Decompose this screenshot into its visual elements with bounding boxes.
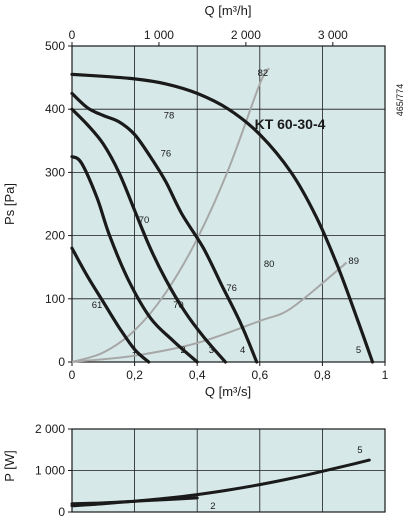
top-tick-label: 0 bbox=[69, 28, 76, 42]
y-tick-label: 400 bbox=[45, 102, 65, 116]
curves bbox=[70, 67, 375, 508]
figure-code: 465/774 bbox=[395, 84, 405, 117]
x-tick-label: 0,2 bbox=[126, 368, 143, 382]
x-tick-label: 0 bbox=[69, 368, 76, 382]
efficiency-label: 70 bbox=[139, 215, 150, 226]
power-y-tick-label: 1 000 bbox=[35, 464, 65, 478]
curve-labels: 1 2 3 4 5 61 70 76 80 89 70 76 78 82 2 5 bbox=[92, 68, 363, 512]
y-axis-title: Ps [Pa] bbox=[2, 183, 17, 225]
efficiency-label: 76 bbox=[226, 283, 237, 294]
top-tick-label: 2 000 bbox=[231, 28, 261, 42]
efficiency-label: 89 bbox=[348, 256, 359, 267]
power-y-tick-label: 0 bbox=[58, 505, 65, 519]
y-tick-label: 500 bbox=[45, 39, 65, 53]
fan-curve bbox=[70, 72, 375, 364]
fan-curve-label: 4 bbox=[240, 345, 245, 356]
top-tick-label: 1 000 bbox=[144, 28, 174, 42]
power-y-tick-label: 2 000 bbox=[35, 422, 65, 436]
pressure-chart-panel bbox=[71, 45, 386, 363]
efficiency-label: 76 bbox=[161, 148, 172, 159]
efficiency-label: 82 bbox=[258, 68, 269, 79]
y-tick-label: 300 bbox=[45, 165, 65, 179]
efficiency-label: 61 bbox=[92, 300, 103, 311]
y-tick-label: 100 bbox=[45, 292, 65, 306]
x-tick-label: 0,6 bbox=[251, 368, 268, 382]
power-curve bbox=[70, 458, 371, 508]
x-tick-label: 0,8 bbox=[314, 368, 331, 382]
y-tick-label: 0 bbox=[58, 355, 65, 369]
fan-curve-label: 2 bbox=[181, 345, 186, 356]
x-tick-label: 0,4 bbox=[189, 368, 206, 382]
power-curve-label: 5 bbox=[357, 445, 362, 456]
system-curve bbox=[71, 262, 347, 363]
fan-curve bbox=[70, 155, 199, 364]
top-tick-label: 3 000 bbox=[318, 28, 348, 42]
fan-curve bbox=[70, 107, 227, 364]
power-curve-label: 2 bbox=[210, 501, 215, 512]
fan-curve-label: 1 bbox=[132, 345, 137, 356]
x-tick-label: 1 bbox=[382, 368, 389, 382]
efficiency-label: 78 bbox=[164, 111, 175, 122]
power-y-axis-title: P [W] bbox=[2, 450, 17, 482]
fan-curve-label: 5 bbox=[356, 345, 361, 356]
efficiency-label: 70 bbox=[173, 300, 184, 311]
tick-labels: 0 100 200 300 400 500 0 0,2 0,4 0,6 0,8 1 0 1 000 2 00… bbox=[35, 28, 389, 519]
fan-curve bbox=[70, 91, 259, 364]
system-curve bbox=[71, 67, 271, 363]
model-title: KT 60-30-4 bbox=[255, 116, 326, 132]
efficiency-label: 80 bbox=[264, 259, 275, 270]
fan-curve bbox=[70, 246, 151, 364]
fan-curve-label: 3 bbox=[209, 345, 214, 356]
y-tick-label: 200 bbox=[45, 229, 65, 243]
x-axis-title: Q [m³/s] bbox=[205, 384, 251, 399]
top-x-axis-title: Q [m³/h] bbox=[205, 3, 252, 18]
